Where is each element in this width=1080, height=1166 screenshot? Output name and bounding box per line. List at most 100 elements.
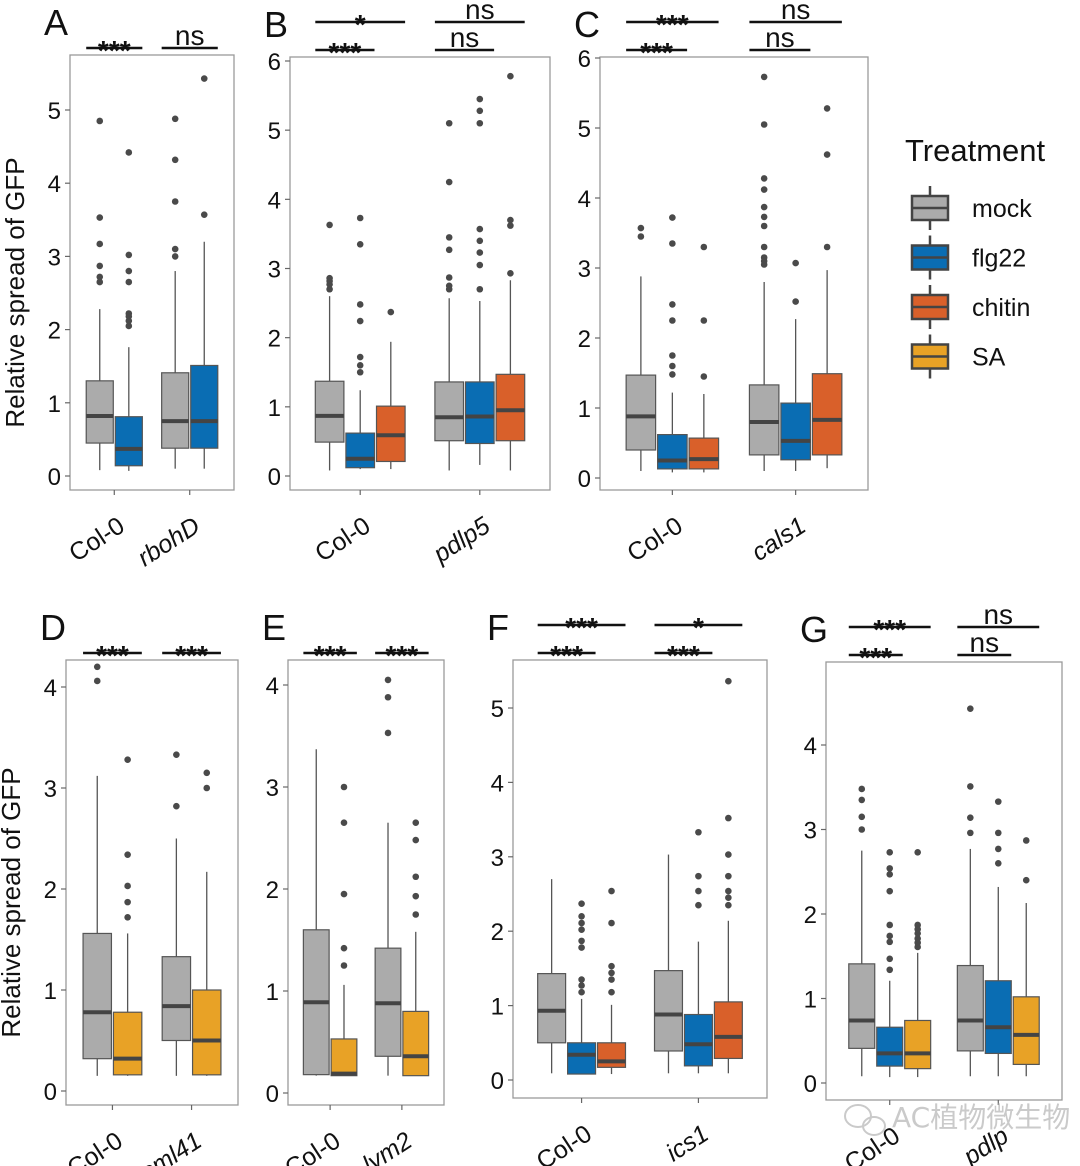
- significance-annotation: ***: [86, 35, 143, 66]
- significance-label: ***: [96, 640, 129, 671]
- panel-label: A: [44, 2, 68, 43]
- outlier-point: [823, 151, 831, 158]
- y-tick-label: 2: [266, 877, 279, 904]
- y-tick-label: 1: [578, 396, 591, 423]
- outlier-point: [476, 225, 484, 233]
- box-chitin: [596, 887, 627, 1075]
- box-iqr: [984, 980, 1012, 1055]
- x-tick-label: Col-0: [310, 512, 375, 568]
- outlier-point: [476, 237, 484, 245]
- significance-label: ns: [450, 22, 480, 53]
- significance-annotation: ns: [161, 20, 218, 51]
- outlier-point: [608, 919, 615, 927]
- box-mock: [85, 117, 114, 471]
- x-tick-label: Col-0: [531, 1120, 596, 1166]
- significance-label: *: [355, 9, 366, 40]
- outlier-point: [445, 282, 453, 290]
- y-tick-label: 2: [44, 877, 57, 904]
- watermark-text: AC植物微生物: [892, 1101, 1070, 1134]
- box-iqr: [161, 956, 192, 1042]
- outlier-point: [725, 901, 732, 909]
- panel-label: G: [800, 609, 828, 650]
- outlier-point: [725, 872, 732, 880]
- significance-annotation: ns: [434, 0, 525, 25]
- y-tick-label: 3: [44, 776, 57, 803]
- outlier-point: [669, 317, 676, 324]
- outlier-point: [886, 870, 894, 878]
- y-tick-label: 2: [804, 902, 817, 929]
- box-SA: [402, 819, 430, 1077]
- legend-item-mock: mock: [910, 186, 1032, 230]
- box-iqr: [713, 1001, 743, 1060]
- outlier-point: [340, 944, 348, 952]
- outlier-point: [93, 663, 101, 671]
- outlier-point: [96, 214, 104, 221]
- y-tick-label: 5: [48, 98, 61, 125]
- significance-annotation: ***: [537, 640, 596, 671]
- y-tick-label: 0: [578, 466, 591, 493]
- y-tick-label: 6: [268, 49, 281, 76]
- box-flg22: [683, 828, 713, 1074]
- y-axis-label: Relative spread of GFP: [0, 157, 30, 427]
- box-iqr: [464, 381, 495, 445]
- box-iqr: [190, 364, 219, 449]
- y-tick-label: 2: [268, 326, 281, 353]
- outlier-point: [340, 783, 348, 791]
- significance-label: ns: [765, 22, 795, 53]
- significance-label: ***: [329, 37, 362, 68]
- panel-label: D: [40, 607, 66, 648]
- outlier-point: [725, 677, 732, 685]
- outlier-point: [96, 262, 104, 270]
- significance-annotation: *: [654, 612, 743, 643]
- panel-e: E 0 1 2 3 4 Col-0 lym2 *** ***: [262, 607, 445, 1166]
- outlier-point: [967, 783, 974, 790]
- box-flg22: [780, 259, 811, 471]
- outlier-point: [124, 756, 131, 764]
- outlier-point: [725, 887, 732, 895]
- y-tick-label: 5: [578, 116, 591, 143]
- box-chitin: [375, 308, 406, 470]
- outlier-point: [476, 249, 484, 256]
- outlier-point: [476, 285, 484, 293]
- outlier-point: [340, 890, 348, 898]
- significance-label: ***: [656, 9, 689, 40]
- box-iqr: [653, 970, 684, 1052]
- outlier-point: [203, 769, 211, 777]
- outlier-point: [173, 802, 180, 810]
- box-mock: [82, 663, 113, 1076]
- outlier-point: [476, 107, 484, 115]
- outlier-point: [994, 829, 1002, 837]
- legend-label: flg22: [972, 245, 1026, 273]
- significance-label: ***: [565, 612, 598, 643]
- outlier-point: [125, 278, 133, 286]
- y-tick-label: 3: [578, 256, 591, 283]
- significance-annotation: *: [315, 9, 406, 40]
- box-iqr: [495, 373, 526, 442]
- box-flg22: [984, 798, 1012, 1077]
- outlier-point: [93, 677, 101, 685]
- outlier-point: [608, 988, 615, 996]
- outlier-point: [356, 301, 364, 308]
- y-tick-label: 1: [491, 994, 504, 1021]
- y-tick-label: 4: [804, 733, 817, 760]
- outlier-point: [760, 243, 768, 251]
- x-tick-label: cals1: [747, 512, 811, 567]
- box-chitin: [688, 243, 720, 473]
- outlier-point: [356, 214, 364, 222]
- significance-label: ***: [314, 640, 347, 671]
- outlier-point: [669, 240, 676, 247]
- outlier-point: [96, 240, 104, 248]
- box-iqr: [1012, 996, 1040, 1066]
- box-iqr: [657, 434, 688, 470]
- box-mock: [434, 119, 465, 471]
- significance-annotation: ***: [83, 640, 142, 671]
- box-iqr: [434, 381, 465, 442]
- box-mock: [161, 751, 192, 1076]
- outlier-point: [994, 798, 1002, 805]
- outlier-point: [858, 813, 866, 821]
- box-iqr: [402, 1010, 430, 1077]
- y-tick-label: 4: [266, 673, 279, 700]
- outlier-point: [445, 178, 453, 186]
